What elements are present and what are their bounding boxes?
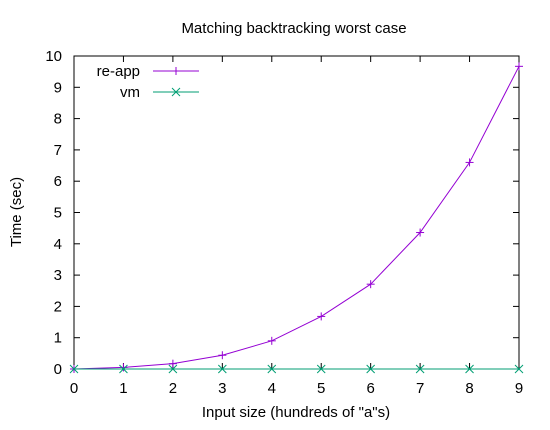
- data-point-vm: [415, 364, 425, 374]
- x-axis-label: Input size (hundreds of "a"s): [202, 404, 390, 421]
- y-axis-label: Time (sec): [8, 177, 25, 247]
- x-tick-label: 5: [317, 380, 325, 397]
- y-tick-label: 6: [54, 173, 62, 190]
- legend-marker-vm: [171, 87, 181, 97]
- data-point-vm: [267, 364, 277, 374]
- y-tick-label: 5: [54, 205, 62, 222]
- data-point-vm: [465, 364, 474, 374]
- y-tick-label: 2: [54, 298, 62, 315]
- data-point-re-app: [168, 359, 177, 368]
- legend-label: vm: [120, 84, 140, 101]
- y-tick-label: 10: [45, 48, 62, 65]
- series-layer: [69, 62, 524, 374]
- legend-label: re-app: [97, 63, 140, 80]
- x-tick-label: 2: [169, 380, 177, 397]
- y-tick-label: 0: [54, 361, 62, 378]
- x-tick-label: 7: [416, 380, 424, 397]
- data-point-vm: [514, 364, 524, 374]
- y-tick-label: 3: [54, 267, 62, 284]
- x-tick-label: 0: [70, 380, 78, 397]
- x-tick-label: 8: [465, 380, 473, 397]
- y-tick-label: 9: [54, 79, 62, 96]
- data-point-re-app: [119, 363, 128, 372]
- data-point-re-app: [317, 312, 326, 321]
- data-point-vm: [366, 364, 376, 374]
- data-point-vm: [69, 364, 79, 374]
- data-point-re-app: [465, 158, 474, 167]
- y-tick-label: 7: [54, 142, 62, 159]
- x-tick-label: 9: [515, 380, 523, 397]
- plot-frame: [73, 55, 520, 370]
- legend-marker-re-app: [172, 67, 180, 75]
- y-axis-ticks: 0 1 2 3 4 5 6 7 8 9 10: [45, 48, 519, 378]
- x-tick-label: 1: [119, 380, 127, 397]
- x-tick-label: 3: [218, 380, 226, 397]
- x-tick-label: 4: [268, 380, 276, 397]
- data-point-re-app: [218, 351, 227, 360]
- y-tick-label: 1: [54, 330, 62, 347]
- legend: re-app vm: [97, 63, 199, 101]
- data-point-vm: [316, 364, 326, 374]
- data-point-re-app: [416, 228, 425, 237]
- y-tick-label: 8: [54, 111, 62, 128]
- x-axis-ticks: 0 1 2 3 4 5 6 7 8 9: [70, 56, 523, 397]
- data-point-vm: [217, 364, 227, 374]
- data-point-re-app: [267, 336, 276, 345]
- x-tick-label: 6: [366, 380, 374, 397]
- y-tick-label: 4: [54, 236, 62, 253]
- data-point-re-app: [515, 62, 523, 71]
- data-point-re-app: [366, 280, 375, 289]
- data-point-vm: [119, 364, 128, 374]
- data-point-vm: [168, 364, 178, 374]
- series-line-re-app: [73, 66, 520, 370]
- chart-title: Matching backtracking worst case: [181, 20, 406, 37]
